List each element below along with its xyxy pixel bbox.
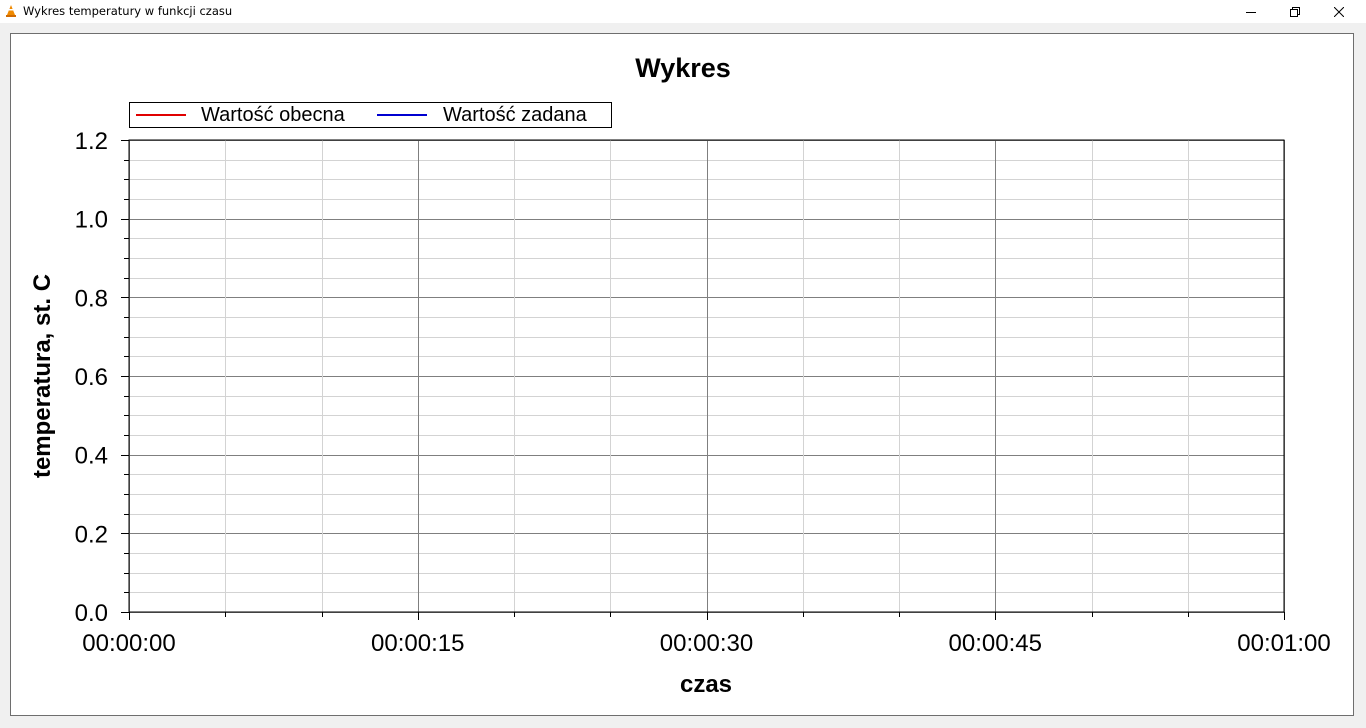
legend-box [129, 102, 612, 128]
y-tick-label: 0.2 [75, 521, 108, 548]
chart-panel [10, 33, 1354, 716]
minimize-icon [1246, 11, 1256, 13]
title-bar: Wykres temperatury w funkcji czasu [0, 0, 1366, 23]
y-tick-label: 0.8 [75, 285, 108, 312]
y-tick-label: 1.2 [75, 128, 108, 155]
legend-label-current: Wartość obecna [201, 104, 346, 126]
chart-title: Wykres [635, 53, 731, 83]
y-tick-label: 0.0 [75, 600, 108, 627]
x-tick-label: 00:00:15 [371, 630, 464, 657]
plot-area [128, 139, 1285, 613]
window-title: Wykres temperatury w funkcji czasu [23, 4, 233, 18]
x-tick-label: 00:01:00 [1237, 630, 1330, 657]
x-tick-label: 00:00:00 [82, 630, 175, 657]
x-axis-label: czas [680, 671, 732, 698]
legend-label-setpoint: Wartość zadana [443, 104, 588, 126]
vlc-cone-icon [6, 5, 16, 17]
close-icon [1334, 6, 1344, 17]
minimize-button[interactable] [1228, 0, 1274, 23]
y-axis-tick-labels: 0.0 0.2 0.4 0.6 0.8 1.0 1.2 [75, 128, 108, 627]
restore-icon [1290, 6, 1300, 17]
y-tick-label: 0.4 [75, 443, 108, 470]
y-axis-label: temperatura, st. C [29, 274, 56, 478]
restore-button[interactable] [1272, 0, 1318, 23]
axis-ticks [121, 140, 1285, 620]
close-button[interactable] [1316, 0, 1362, 23]
x-tick-label: 00:00:45 [949, 630, 1042, 657]
x-axis-tick-labels: 00:00:00 00:00:15 00:00:30 00:00:45 00:01:00 [82, 630, 1330, 657]
y-tick-label: 1.0 [75, 207, 108, 234]
x-tick-label: 00:00:30 [660, 630, 753, 657]
legend: Wartość obecna Wartość zadana [129, 102, 612, 128]
y-tick-label: 0.6 [75, 364, 108, 391]
grid [129, 140, 1285, 613]
